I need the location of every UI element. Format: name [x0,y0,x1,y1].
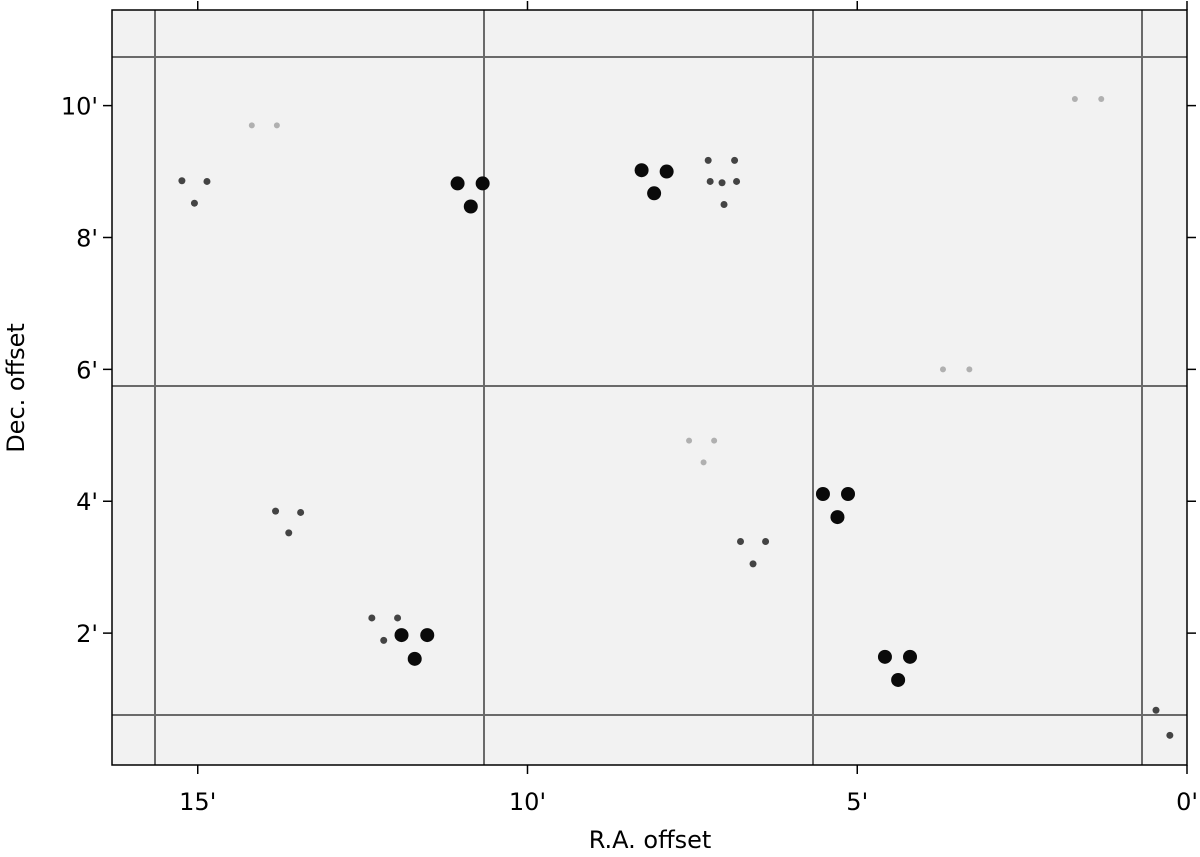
star [686,437,693,444]
star [394,628,409,643]
star [248,122,255,129]
x-tick-label: 15' [179,788,216,816]
star [450,176,465,191]
x-axis-label: R.A. offset [589,826,712,854]
star [272,507,280,515]
y-tick-label: 10' [61,93,98,121]
axes-frame [111,9,1188,766]
star [749,560,757,568]
x-tick-label: 0' [1176,788,1198,816]
star [1071,96,1078,103]
star [815,486,830,501]
star [463,199,478,214]
image-frame-lines [112,10,1187,765]
star [704,156,712,164]
star [285,529,293,537]
star [700,459,707,466]
star [190,199,198,207]
star [720,201,728,209]
star [368,614,376,622]
star [203,177,211,185]
star [830,510,845,525]
star [420,628,435,643]
star [733,177,741,185]
star [273,122,280,129]
star [841,486,856,501]
star [394,614,402,622]
star [966,366,973,373]
y-tick-label: 2' [76,620,98,648]
star [877,649,892,664]
star [178,177,186,185]
y-tick-label: 4' [76,488,98,516]
star [939,366,946,373]
y-tick-label: 6' [76,356,98,384]
star [718,179,726,187]
star [297,508,305,516]
star [706,177,714,185]
star [475,176,490,191]
star [407,651,422,666]
star [731,156,739,164]
x-tick-label: 5' [846,788,868,816]
star [659,164,674,179]
star [647,186,662,201]
star [891,672,906,687]
star [762,537,770,545]
star [1152,706,1160,714]
star [634,163,649,178]
star [711,437,718,444]
y-axis-label: Dec. offset [2,323,30,453]
y-tick-label: 8' [76,224,98,252]
star [1166,731,1174,739]
star [737,537,745,545]
star [380,636,388,644]
star [903,649,918,664]
star [1098,96,1105,103]
image-background [112,10,1187,765]
x-tick-label: 10' [509,788,546,816]
